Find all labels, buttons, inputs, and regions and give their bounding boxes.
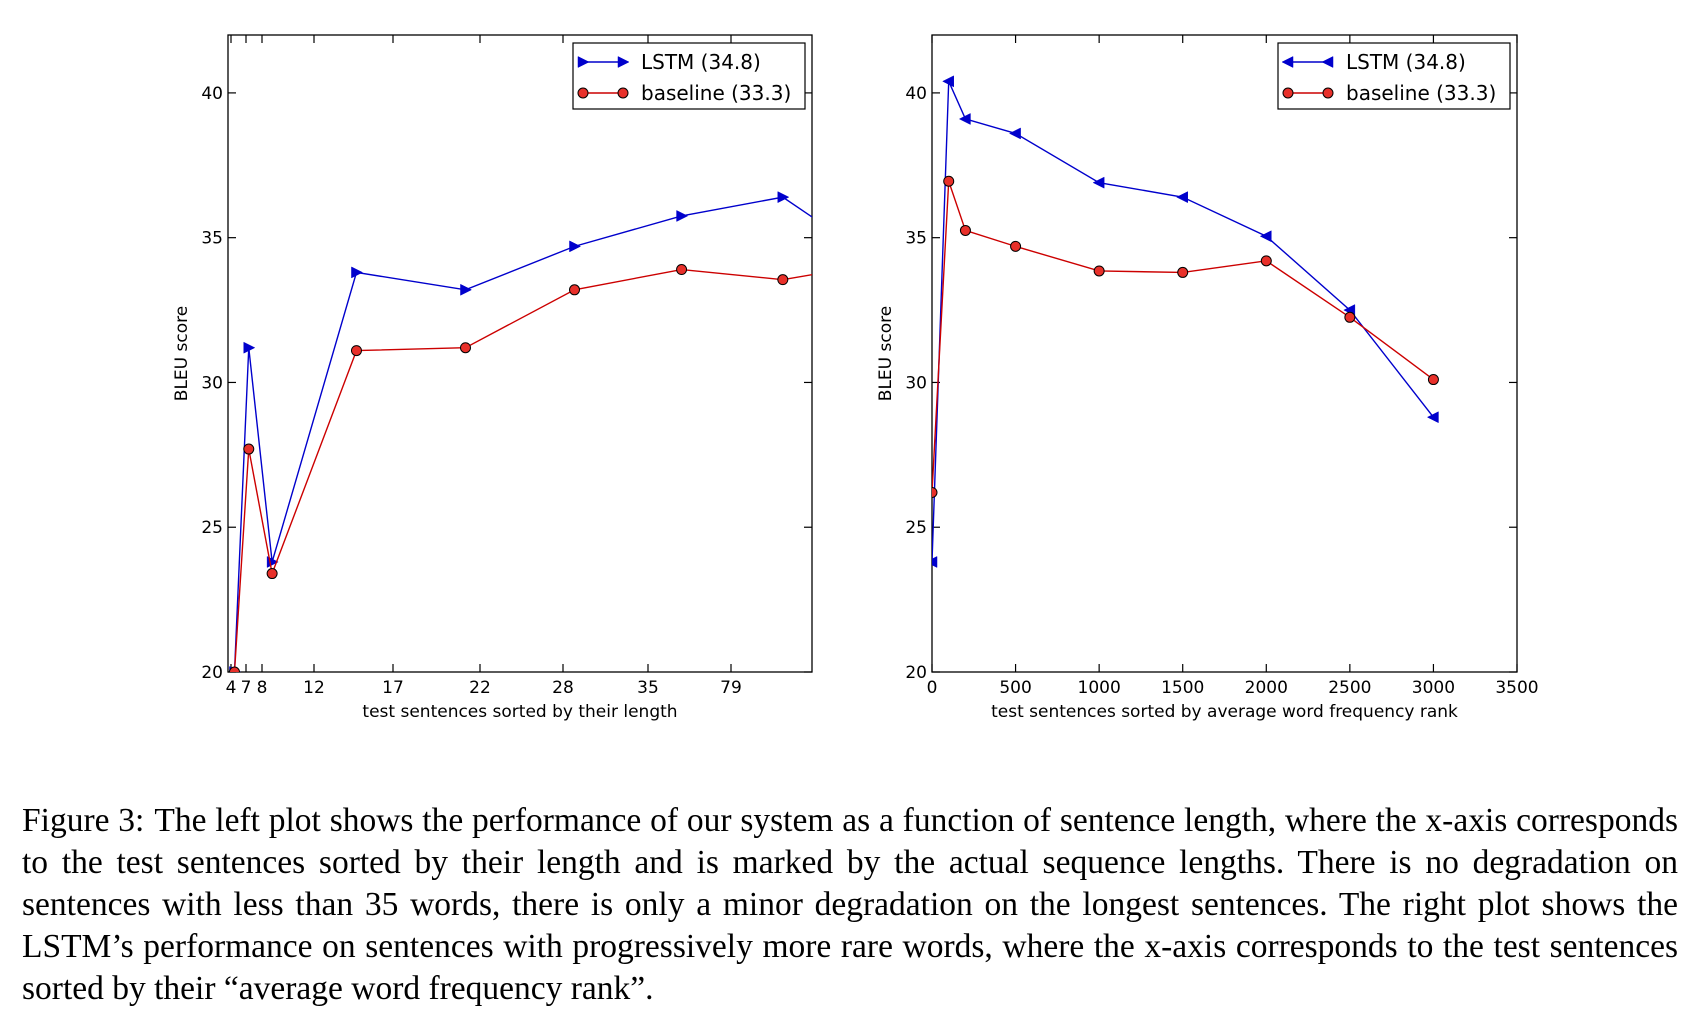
legend-marker (577, 87, 589, 99)
y-tick-label: 20 (905, 663, 927, 683)
x-tick-label: 7 (241, 678, 252, 698)
legend-box (1277, 42, 1511, 110)
data-point-lstm (460, 283, 473, 296)
x-tick-label: 28 (552, 678, 574, 698)
legend: LSTM (34.8) baseline (33.3) (572, 42, 806, 110)
y-tick-label: 40 (201, 84, 223, 104)
legend: LSTM (34.8) baseline (33.3) (1277, 42, 1511, 110)
data-point-baseline (1344, 311, 1356, 323)
data-point-lstm (351, 266, 364, 279)
series-line-baseline (932, 180, 1434, 493)
figure-charts: 20 25 30 35 40 4 7 8 12 17 22 28 35 79 test sentences … (172, 34, 1539, 722)
chart-word-frequency: 20 25 30 35 40 0 500 1000 1500 2000 2500 3000 3500 te… (876, 34, 1539, 722)
data-point-lstm (958, 113, 971, 125)
x-tick-label: 22 (469, 678, 491, 698)
x-tick-label: 3000 (1412, 678, 1455, 698)
data-point-baseline (569, 284, 581, 296)
data-point-baseline (266, 568, 278, 580)
data-point-baseline (350, 345, 362, 357)
data-point-baseline (243, 443, 255, 455)
data-point-baseline (872, 259, 882, 269)
plot-area (932, 75, 1439, 568)
x-tick-label: 1000 (1078, 678, 1121, 698)
y-tick-label: 40 (905, 84, 927, 104)
data-point-baseline (777, 274, 789, 286)
x-tick-label: 2000 (1245, 678, 1288, 698)
x-tick-label: 17 (382, 678, 404, 698)
y-tick-label: 25 (905, 518, 927, 538)
legend-marker (1321, 56, 1334, 68)
data-point-baseline (932, 486, 938, 498)
data-point-baseline (1177, 266, 1189, 278)
legend-marker (1322, 87, 1334, 99)
y-tick-label: 25 (201, 518, 223, 538)
data-point-baseline (1010, 240, 1022, 252)
x-tick-label: 2500 (1328, 678, 1371, 698)
figure-caption: Figure 3: The left plot shows the perform… (22, 800, 1678, 1010)
legend-label-lstm: LSTM (34.8) (641, 50, 761, 74)
legend-label-baseline: baseline (33.3) (1346, 81, 1496, 105)
legend-label-lstm: LSTM (34.8) (1346, 50, 1466, 74)
data-point-lstm (777, 191, 790, 204)
y-axis-label: BLEU score (876, 306, 896, 401)
x-tick-label: 8 (257, 678, 268, 698)
legend-marker (617, 87, 629, 99)
series-line-lstm (233, 196, 812, 672)
data-point-lstm (1009, 127, 1021, 140)
legend-marker (617, 56, 630, 68)
caption-text: The left plot shows the performance of o… (22, 802, 1678, 1007)
plot-area (228, 191, 883, 672)
data-point-lstm (1426, 411, 1439, 424)
legend-marker (577, 56, 590, 68)
x-tick-label: 4 (226, 678, 237, 698)
y-tick-label: 30 (905, 373, 927, 393)
series-line-baseline (233, 268, 812, 672)
y-tick-label: 30 (201, 373, 223, 393)
data-point-lstm (243, 341, 256, 354)
data-point-baseline (1260, 255, 1272, 267)
x-tick-label: 3500 (1495, 678, 1538, 698)
plot-frame (227, 34, 813, 673)
data-point-lstm (569, 240, 582, 253)
data-point-baseline (943, 175, 955, 187)
series-line-lstm (932, 81, 1434, 562)
data-point-lstm (942, 75, 954, 88)
caption-label: Figure 3: (22, 802, 145, 839)
data-point-baseline (228, 666, 240, 672)
data-point-baseline (1093, 265, 1105, 277)
x-tick-label: 12 (303, 678, 325, 698)
data-point-lstm (1092, 176, 1105, 189)
data-point-lstm (1176, 191, 1188, 204)
x-tick-label: 0 (927, 678, 938, 698)
legend-marker (1281, 56, 1294, 68)
chart-sentence-length: 20 25 30 35 40 4 7 8 12 17 22 28 35 79 test sentences … (172, 34, 883, 722)
x-axis-label: test sentences sorted by their length (362, 702, 677, 722)
x-tick-label: 500 (999, 678, 1031, 698)
data-point-baseline (459, 342, 471, 354)
x-tick-label: 1500 (1161, 678, 1204, 698)
data-point-lstm (1259, 230, 1272, 243)
plot-frame (931, 34, 1518, 673)
y-tick-label: 35 (905, 229, 927, 249)
y-tick-label: 35 (201, 229, 223, 249)
y-tick-label: 20 (201, 663, 223, 683)
data-point-baseline (1427, 374, 1439, 386)
x-tick-label: 35 (637, 678, 659, 698)
y-axis-label: BLEU score (172, 306, 192, 401)
data-point-lstm (676, 210, 689, 222)
legend-box (572, 42, 806, 110)
legend-label-baseline: baseline (33.3) (641, 81, 791, 105)
x-tick-label: 79 (720, 678, 742, 698)
data-point-lstm (932, 556, 938, 568)
data-point-baseline (676, 264, 688, 276)
legend-marker (1282, 87, 1294, 99)
x-axis-label: test sentences sorted by average word fr… (991, 702, 1458, 722)
data-point-baseline (959, 224, 971, 236)
data-point-lstm (872, 255, 883, 266)
